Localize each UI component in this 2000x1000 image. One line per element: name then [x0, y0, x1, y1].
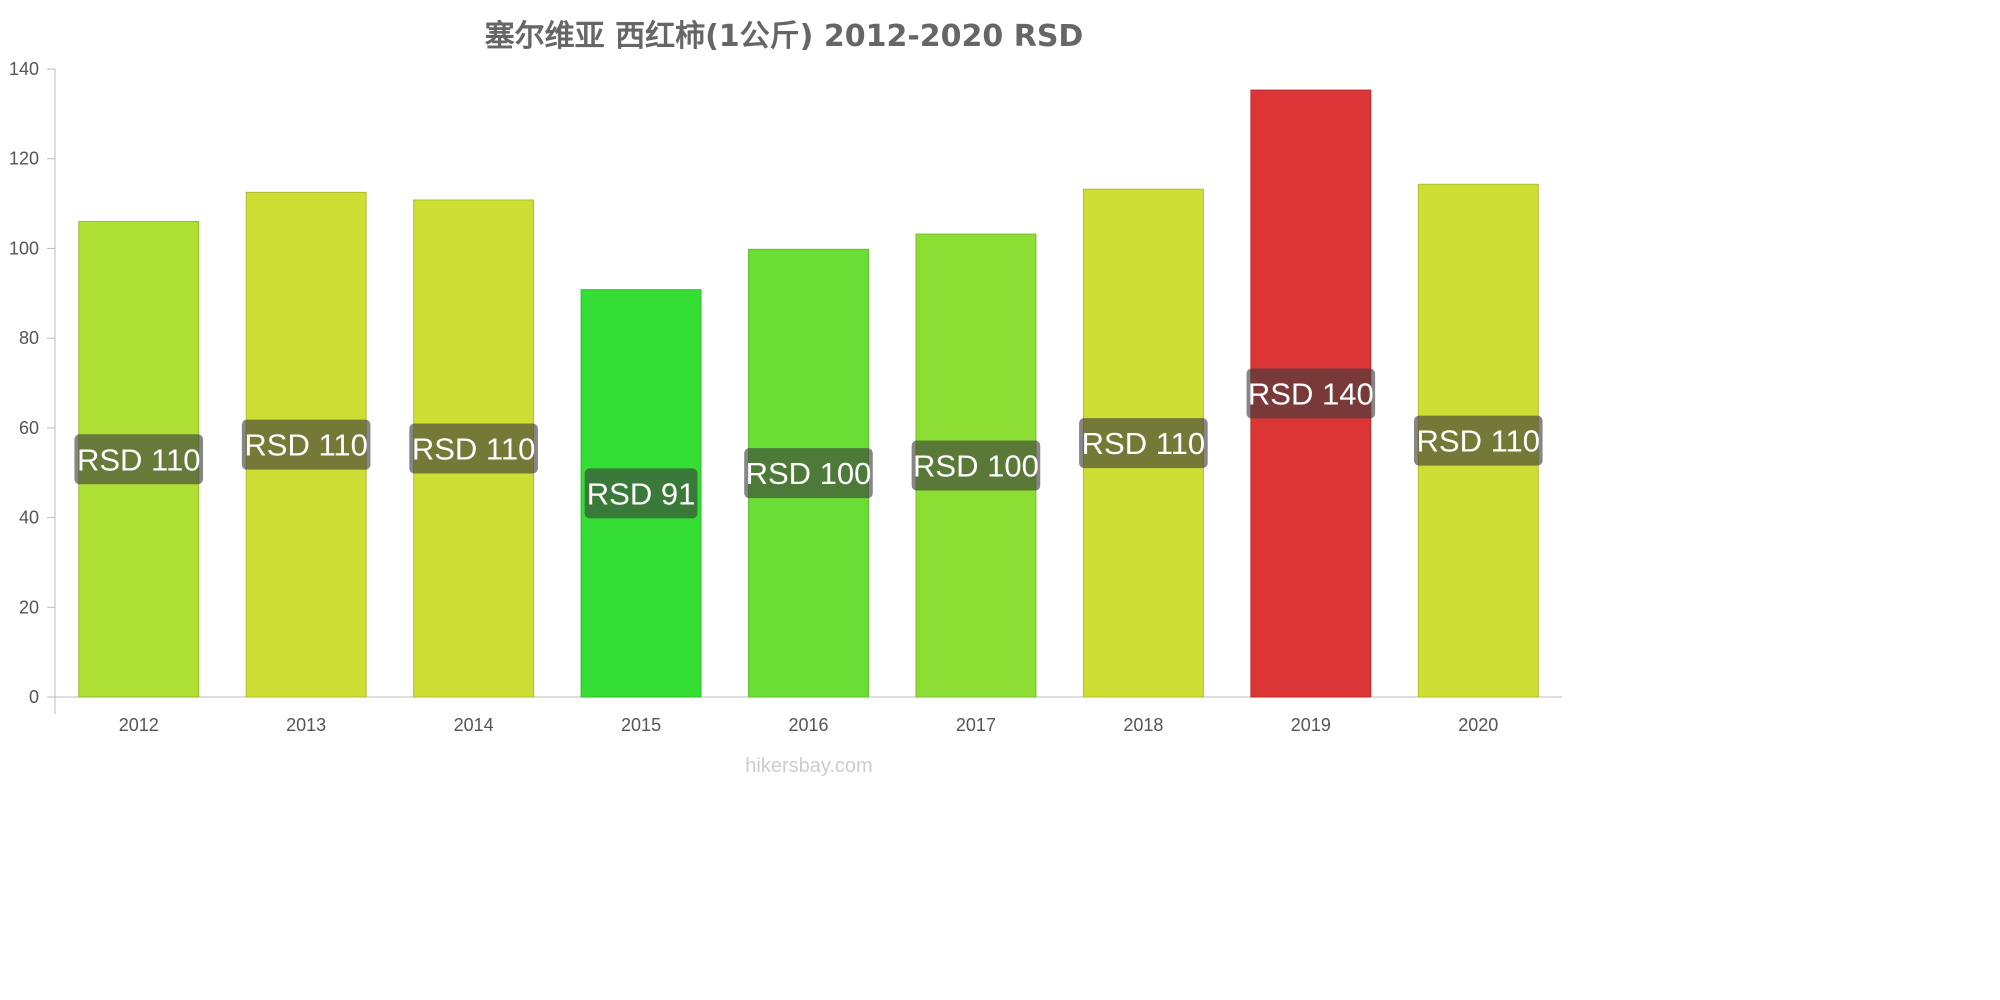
y-tick-label: 40: [19, 508, 39, 528]
data-label: RSD 100: [913, 449, 1039, 484]
y-axis-ticks: 0 20 40 60 80 100 120 140: [9, 59, 55, 707]
x-tick-label: 2013: [286, 715, 326, 735]
y-tick-label: 80: [19, 328, 39, 348]
data-label: RSD 100: [746, 456, 872, 491]
data-label-box: [241, 419, 371, 470]
data-label-box: [1079, 418, 1208, 469]
data-label: RSD 91: [587, 476, 696, 511]
y-tick-label: 60: [19, 418, 39, 438]
x-tick-label: 2020: [1458, 715, 1498, 735]
x-tick-label: 2016: [788, 715, 828, 735]
y-tick-label: 120: [9, 149, 39, 169]
data-label-box: [744, 448, 873, 499]
y-tick-label: 0: [29, 687, 39, 707]
data-label-box: [1246, 368, 1376, 419]
data-label: RSD 110: [412, 431, 536, 466]
y-tick-label: 20: [19, 597, 39, 617]
data-labels: RSD 110 RSD 110 RSD 110 RSD 91 RSD 100 RSD 10…: [74, 368, 1543, 519]
data-label-box: [584, 468, 698, 519]
x-tick-label: 2012: [119, 715, 159, 735]
data-label-box: [1413, 415, 1543, 466]
y-tick-label: 140: [9, 59, 39, 79]
data-label: RSD 110: [77, 442, 201, 477]
data-label-box: [409, 423, 538, 474]
data-label-box: [74, 434, 204, 485]
data-label-box: [911, 440, 1041, 491]
x-tick-label: 2017: [956, 715, 996, 735]
data-label: RSD 110: [1082, 426, 1206, 461]
data-label: RSD 110: [244, 428, 368, 463]
credit-text: hikersbay.com: [745, 755, 872, 777]
chart-title: 塞尔维亚 西红柿(1公斤) 2012-2020 RSD: [485, 19, 1084, 54]
x-tick-label: 2014: [454, 715, 494, 735]
y-tick-label: 100: [9, 238, 39, 258]
x-axis-ticks: 2012 2013 2014 2015 2016 2017 2018 2019 2020: [119, 715, 1499, 735]
data-label: RSD 140: [1248, 377, 1374, 412]
x-tick-label: 2018: [1123, 715, 1163, 735]
bar-chart: 塞尔维亚 西红柿(1公斤) 2012-2020 RSD 0 20 40 60 80 100…: [9, 19, 1562, 777]
x-tick-label: 2019: [1291, 715, 1331, 735]
data-label: RSD 110: [1417, 424, 1541, 459]
x-tick-label: 2015: [621, 715, 661, 735]
